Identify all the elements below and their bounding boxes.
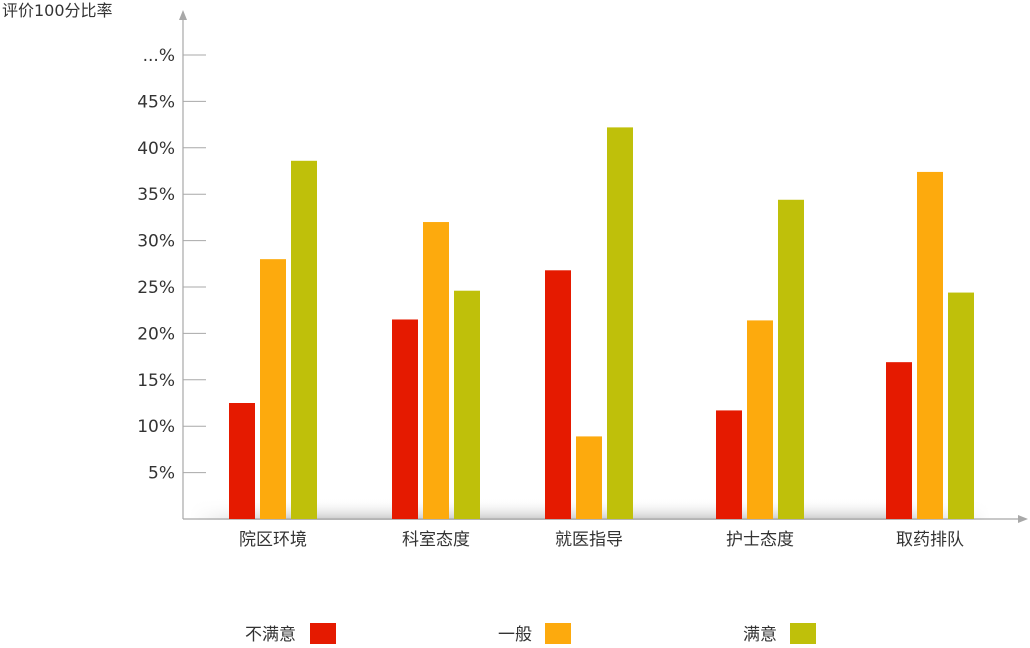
bar-2-2 [607, 127, 633, 519]
legend-swatch [545, 623, 571, 644]
y-tick-label: 20% [137, 324, 175, 344]
bar-3-1 [747, 320, 773, 519]
legend-label: 一般 [498, 625, 532, 644]
bar-2-0 [545, 270, 571, 519]
bar-3-0 [716, 410, 742, 519]
bar-1-0 [392, 319, 418, 519]
y-tick-label: 35% [137, 185, 175, 205]
legend-swatch [310, 623, 336, 644]
bar-2-1 [576, 436, 602, 519]
x-axis-arrow [1018, 515, 1028, 523]
bar-4-2 [948, 292, 974, 519]
y-tick-label: 10% [137, 417, 175, 437]
y-tick-label: 15% [137, 371, 175, 391]
legend-label: 不满意 [245, 625, 296, 644]
y-axis-arrow [179, 10, 187, 20]
y-tick-label: 45% [137, 92, 175, 112]
y-tick-label: 40% [137, 139, 175, 159]
legend: 不满意 一般 满意 [245, 623, 816, 645]
legend-swatch [790, 623, 816, 644]
category-label: 院区环境 [239, 530, 307, 550]
y-axis-title: 评价100分比率 [2, 1, 113, 20]
bar-1-1 [423, 222, 449, 520]
bar-4-1 [917, 171, 943, 520]
bar-4-0 [886, 362, 912, 519]
category-label: 护士态度 [726, 530, 794, 550]
category-label: 取药排队 [896, 530, 964, 550]
bar-0-0 [229, 403, 255, 519]
bars [229, 127, 974, 520]
y-tick-label: 30% [137, 232, 175, 252]
bar-1-2 [454, 290, 480, 519]
bar-3-2 [778, 199, 804, 519]
y-ticks: 5% 10% 15% 20% 25% 30% 35% 40% 45%...% [137, 46, 206, 484]
y-tick-label: 5% [148, 464, 175, 484]
bar-0-2 [291, 160, 317, 520]
category-label: 就医指导 [555, 530, 623, 550]
y-tick-label: 25% [137, 278, 175, 298]
category-label: 科室态度 [402, 530, 470, 550]
category-labels: 院区环境 科室态度 就医指导 护士态度 取药排队 [239, 530, 964, 550]
legend-label: 满意 [743, 625, 777, 644]
y-tick-label: ...% [143, 46, 175, 66]
bar-0-1 [260, 259, 286, 519]
